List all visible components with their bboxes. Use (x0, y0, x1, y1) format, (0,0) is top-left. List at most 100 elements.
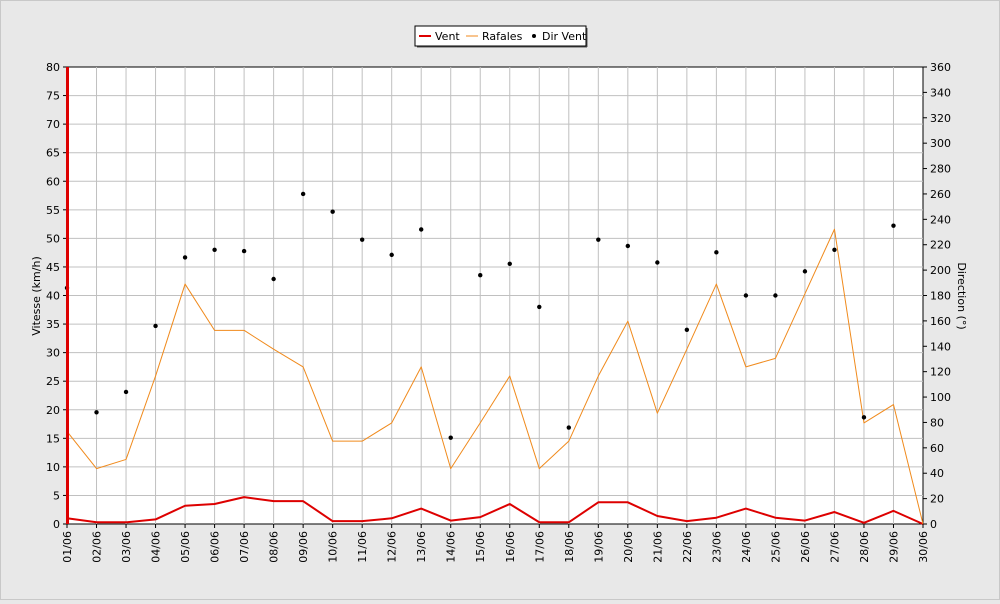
point-dir-vent (182, 255, 188, 260)
y-right-axis-title: Direction (°) (955, 262, 968, 329)
x-tick-label: 14/06 (445, 531, 458, 563)
point-dir-vent (153, 323, 158, 329)
x-tick-label: 26/06 (799, 531, 812, 563)
x-tick-label: 11/06 (356, 531, 369, 563)
point-dir-vent (212, 247, 217, 252)
point-dir-vent (389, 252, 394, 258)
y-right-tick-label: 360 (930, 61, 951, 74)
y-left-tick-label: 20 (46, 404, 60, 417)
y-left-tick-label: 60 (46, 175, 60, 188)
x-tick-label: 06/06 (209, 531, 222, 563)
y-left-tick-label: 75 (46, 90, 60, 103)
point-dir-vent (684, 327, 690, 332)
point-dir-vent (419, 227, 424, 232)
point-dir-vent (802, 269, 808, 274)
legend-label-vent: Vent (435, 30, 460, 43)
x-tick-label: 04/06 (150, 531, 163, 563)
point-dir-vent (271, 276, 276, 282)
point-dir-vent (625, 243, 631, 249)
point-dir-vent (891, 223, 896, 228)
y-left-tick-label: 10 (46, 461, 60, 474)
plot-left-edge (66, 67, 69, 524)
point-dir-vent (655, 260, 660, 265)
y-right-tick-label: 280 (930, 163, 951, 176)
y-right-tick-label: 120 (930, 366, 951, 379)
y-left-tick-label: 70 (46, 118, 60, 131)
point-dir-vent (359, 237, 365, 242)
x-tick-label: 28/06 (858, 531, 871, 563)
y-left-tick-label: 35 (46, 318, 60, 331)
y-right-tick-label: 60 (930, 442, 944, 455)
point-dir-vent (448, 435, 453, 440)
x-tick-label: 10/06 (327, 531, 340, 563)
y-right-tick-label: 340 (930, 86, 951, 99)
y-left-tick-label: 30 (46, 347, 60, 360)
x-tick-label: 29/06 (887, 531, 900, 563)
point-dir-vent (743, 293, 749, 298)
series-layer (64, 191, 924, 525)
x-tick-label: 01/06 (61, 531, 74, 563)
point-dir-vent (300, 191, 306, 197)
legend-label-rafales: Rafales (482, 30, 523, 43)
x-tick-label: 24/06 (740, 531, 753, 563)
y-left-tick-label: 65 (46, 147, 60, 160)
legend-box (414, 25, 587, 47)
y-left-tick-label: 45 (46, 261, 60, 274)
point-dir-vent (94, 410, 99, 415)
x-tick-label: 19/06 (592, 531, 605, 563)
y-right-tick-label: 220 (930, 239, 951, 252)
y-left-axis-title: Vitesse (km/h) (30, 256, 43, 336)
point-dir-vent (596, 237, 601, 242)
y-right-tick-label: 80 (930, 416, 944, 429)
x-tick-label: 25/06 (769, 531, 782, 563)
x-tick-label: 05/06 (179, 531, 192, 563)
x-tick-label: 02/06 (91, 531, 104, 563)
y-left-tick-label: 25 (46, 375, 60, 388)
legend: Vent Rafales Dir Vent (414, 25, 588, 48)
y-left-tick-label: 0 (53, 518, 60, 531)
point-dir-vent (507, 261, 512, 266)
x-tick-label: 20/06 (622, 531, 635, 563)
x-tick-label: 07/06 (238, 531, 251, 563)
point-dir-vent (478, 272, 483, 278)
series-line-rafales (66, 228, 924, 525)
point-dir-vent (566, 425, 571, 430)
x-tick-label: 17/06 (533, 531, 546, 563)
point-dir-vent (861, 415, 867, 420)
y-right-tick-label: 300 (930, 137, 951, 150)
y-left-tick-label: 40 (46, 290, 60, 303)
point-dir-vent (537, 304, 542, 310)
y-right-tick-label: 320 (930, 112, 951, 125)
point-dir-vent (241, 248, 247, 254)
y-right-tick-label: 240 (930, 213, 951, 226)
x-tick-label: 27/06 (828, 531, 841, 563)
legend-swatch-dir-vent (532, 34, 536, 38)
y-left-tick-label: 5 (53, 489, 60, 502)
y-right-tick-label: 0 (930, 518, 937, 531)
y-left-tick-label: 80 (46, 61, 60, 74)
y-right-tick-label: 20 (930, 493, 944, 506)
x-tick-label: 21/06 (651, 531, 664, 563)
y-right-tick-label: 260 (930, 188, 951, 201)
y-right-tick-label: 40 (930, 467, 944, 480)
x-tick-label: 09/06 (297, 531, 310, 563)
x-tick-label: 16/06 (504, 531, 517, 563)
x-tick-label: 18/06 (563, 531, 576, 563)
point-dir-vent (773, 293, 778, 298)
x-tick-label: 03/06 (120, 531, 133, 563)
point-dir-vent (832, 247, 837, 252)
point-dir-vent (714, 250, 719, 255)
x-tick-label: 30/06 (917, 531, 930, 563)
y-right-tick-label: 140 (930, 340, 951, 353)
x-tick-label: 15/06 (474, 531, 487, 563)
y-left-tick-label: 50 (46, 232, 60, 245)
x-tick-label: 13/06 (415, 531, 428, 563)
legend-label-dir-vent: Dir Vent (542, 30, 587, 43)
y-right-tick-label: 160 (930, 315, 951, 328)
series-line-vent (66, 496, 924, 525)
grid (67, 67, 923, 524)
point-dir-vent (330, 209, 335, 214)
x-tick-label: 08/06 (268, 531, 281, 563)
